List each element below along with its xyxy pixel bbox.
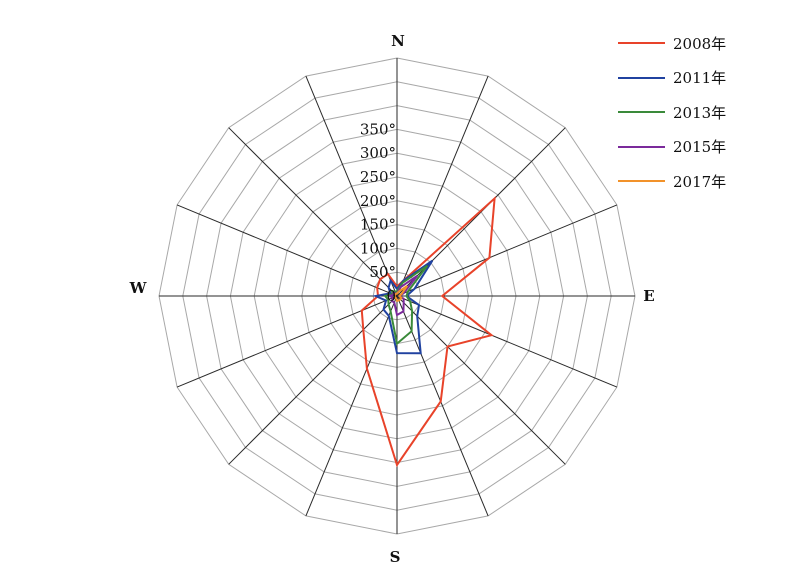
compass-label-s: S	[390, 548, 401, 566]
radial-tick-label: 0	[386, 287, 396, 305]
series-line-2008年	[360, 195, 496, 468]
legend-swatch	[618, 42, 665, 45]
legend-item: 2008年	[618, 26, 726, 61]
legend-item: 2015年	[618, 130, 726, 165]
spoke-se	[396, 295, 566, 465]
radial-tick-label: 250°	[360, 168, 396, 186]
series-line-2011年	[372, 259, 434, 355]
spoke-ese	[396, 295, 618, 388]
spoke-wsw	[176, 295, 398, 388]
legend-swatch	[618, 111, 665, 114]
series-line-2017年	[393, 285, 408, 302]
spoke-wnw	[176, 204, 398, 297]
series-line-2015年	[387, 274, 418, 317]
spoke-ene	[396, 204, 618, 297]
chart-background	[125, 0, 739, 566]
legend-item: 2017年	[618, 164, 726, 199]
radial-tick-label: 350°	[360, 120, 396, 138]
spoke-sw	[228, 295, 398, 465]
spoke-nne	[396, 75, 489, 297]
legend-item: 2013年	[618, 95, 726, 130]
radial-tick-label: 200°	[360, 192, 396, 210]
radial-tick-label: 150°	[360, 216, 396, 234]
compass-label-n: N	[391, 32, 405, 50]
legend-item: 2011年	[618, 61, 726, 96]
compass-labels: N E S W	[129, 32, 655, 566]
spoke-sse	[396, 295, 489, 517]
legend-swatch	[618, 145, 665, 148]
series-line-2013年	[383, 264, 429, 346]
spoke-ssw	[305, 295, 398, 517]
legend-swatch	[618, 180, 665, 183]
legend-swatch	[618, 76, 665, 79]
spoke-nw	[228, 127, 398, 297]
legend-label: 2015年	[673, 138, 727, 157]
legend-label: 2011年	[673, 69, 727, 88]
compass-label-e: E	[643, 287, 654, 305]
spoke-nnw	[305, 75, 398, 297]
radar-spokes	[159, 58, 635, 534]
legend: 2008年 2011年 2013年 2015年 2017年	[618, 26, 726, 199]
radial-tick-labels: 0 50° 100° 150° 200° 250° 300° 350°	[360, 120, 396, 305]
legend-label: 2017年	[673, 172, 727, 191]
series-layer	[360, 195, 496, 468]
legend-label: 2013年	[673, 103, 727, 122]
legend-label: 2008年	[673, 34, 727, 53]
radial-tick-label: 300°	[360, 144, 396, 162]
radial-tick-label: 100°	[360, 239, 396, 257]
radial-tick-label: 50°	[369, 263, 396, 281]
compass-label-w: W	[129, 279, 148, 297]
